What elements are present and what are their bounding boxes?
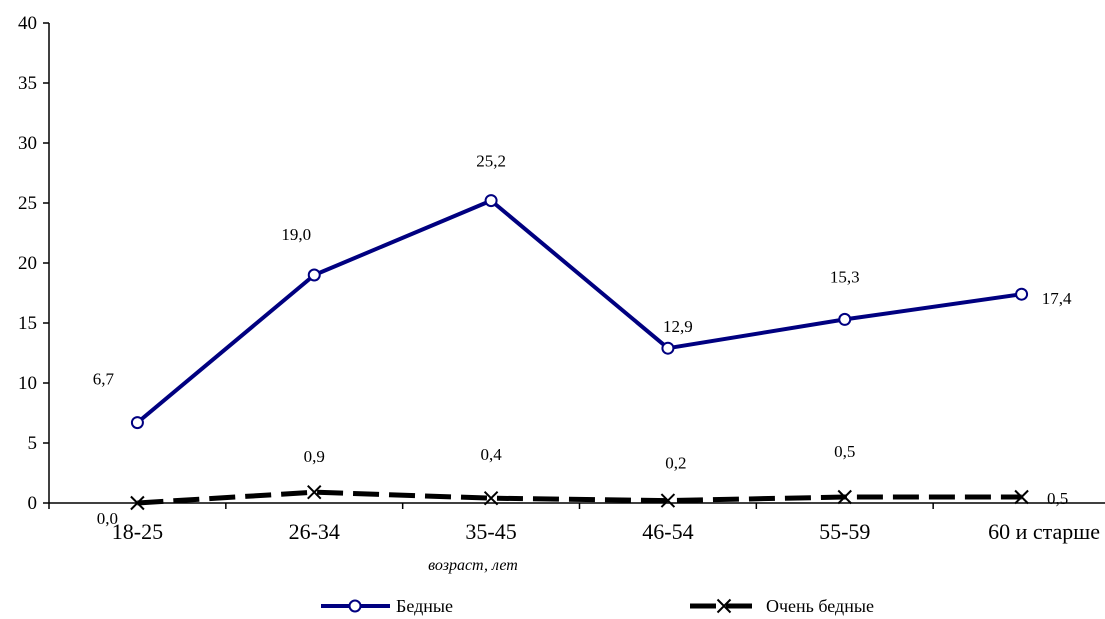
y-tick-label: 35 [18, 73, 37, 94]
legend-marker [348, 599, 362, 613]
data-label: 0,4 [480, 445, 502, 464]
data-point [837, 489, 852, 505]
y-tick-label: 20 [18, 253, 37, 274]
x-tick-label: 46-54 [642, 519, 693, 544]
y-tick-label: 15 [18, 313, 37, 334]
data-label: 0,5 [834, 442, 855, 461]
data-point [130, 495, 145, 511]
data-label: 6,7 [93, 370, 115, 389]
legend-label: Бедные [396, 596, 453, 616]
data-label: 0,0 [97, 509, 118, 528]
x-tick-label: 18-25 [112, 519, 163, 544]
x-tick-label: 35-45 [465, 519, 516, 544]
legend: Бедные Очень бедные [321, 596, 874, 616]
data-label: 19,0 [281, 225, 311, 244]
data-label: 15,3 [830, 267, 860, 286]
data-point [483, 490, 499, 506]
series-line [136, 198, 1022, 425]
legend-item-2: Очень бедные [690, 596, 874, 616]
y-tick-label: 25 [18, 193, 37, 214]
y-tick-label: 0 [28, 493, 38, 514]
data-point [307, 268, 321, 282]
data-label: 17,4 [1042, 289, 1072, 308]
data-point [484, 194, 498, 208]
data-label: 0,5 [1047, 489, 1068, 508]
data-point [1014, 489, 1029, 505]
y-tick-label: 30 [18, 133, 37, 154]
series-layer [130, 194, 1029, 511]
x-axis-title: возраст, лет [428, 557, 518, 574]
data-point [1015, 287, 1029, 301]
y-tick-label: 5 [28, 433, 38, 454]
series-1 [130, 194, 1029, 430]
data-point [661, 341, 675, 355]
data-point [307, 484, 322, 500]
data-label: 0,9 [304, 447, 325, 466]
x-axis: 18-25 26-34 35-45 46-54 55-59 60 и старше [48, 502, 1105, 544]
legend-marker [716, 598, 732, 614]
data-labels: 6,7 19,0 25,2 12,9 15,3 17,4 0,0 0,9 0,4 0,2 0,5 0,… [93, 152, 1072, 528]
x-tick-label: 60 и старше [988, 519, 1100, 544]
data-point [130, 416, 144, 430]
legend-label: Очень бедные [766, 596, 874, 616]
y-tick-label: 40 [18, 13, 37, 34]
data-point [660, 493, 676, 508]
x-tick-label: 55-59 [819, 519, 870, 544]
data-label: 0,2 [665, 454, 686, 473]
data-label: 25,2 [476, 152, 506, 171]
series-line [137, 489, 1022, 506]
x-tick-label: 26-34 [289, 519, 340, 544]
legend-item-1: Бедные [321, 596, 453, 616]
data-point [838, 312, 852, 326]
y-tick-label: 10 [18, 373, 37, 394]
y-axis: 0 5 10 15 20 25 30 35 40 [18, 13, 50, 514]
data-label: 12,9 [663, 317, 693, 336]
series-2 [130, 484, 1029, 511]
